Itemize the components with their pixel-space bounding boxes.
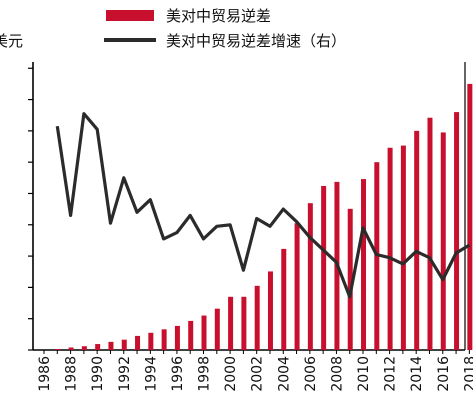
x-ticks: 1986 1988 1990 1992 1994 1996 1998 2000 2002 2004… bbox=[37, 350, 473, 392]
x-tick-label: 2004 bbox=[276, 356, 292, 392]
x-tick-label: 2018 bbox=[462, 356, 473, 392]
x-tick-label: 1996 bbox=[170, 356, 186, 392]
bar bbox=[427, 117, 433, 350]
bar bbox=[467, 83, 473, 351]
bar bbox=[281, 248, 287, 350]
x-tick-label: 1986 bbox=[37, 356, 53, 392]
bar bbox=[201, 315, 207, 350]
bar bbox=[174, 325, 180, 350]
bar bbox=[387, 147, 393, 350]
bar bbox=[55, 349, 61, 350]
y-unit-label: 美元 bbox=[0, 32, 23, 50]
y-ticks bbox=[28, 67, 33, 351]
x-tick-label: 1990 bbox=[90, 356, 106, 392]
bar bbox=[241, 296, 247, 350]
bar bbox=[68, 347, 74, 350]
bar bbox=[214, 308, 220, 350]
series-line bbox=[55, 112, 471, 299]
bar bbox=[361, 179, 367, 350]
bar bbox=[121, 339, 127, 350]
x-tick-label: 2002 bbox=[250, 356, 266, 392]
bar bbox=[81, 346, 87, 350]
bar bbox=[307, 203, 313, 350]
x-tick-label: 1994 bbox=[143, 356, 159, 392]
x-tick-label: 1998 bbox=[197, 356, 213, 392]
x-tick-label: 2000 bbox=[223, 356, 239, 392]
x-tick-label: 1992 bbox=[117, 356, 133, 392]
bar-series bbox=[55, 83, 473, 351]
bar bbox=[440, 132, 446, 350]
bar bbox=[294, 223, 300, 350]
bar bbox=[108, 341, 114, 350]
x-tick-label: 2014 bbox=[409, 356, 425, 392]
x-tick-label: 2008 bbox=[329, 356, 345, 392]
x-tick-label: 2016 bbox=[436, 356, 452, 392]
bar bbox=[148, 332, 154, 350]
bar bbox=[347, 208, 353, 350]
bar bbox=[321, 185, 327, 350]
bar bbox=[254, 285, 260, 350]
bar bbox=[414, 130, 420, 350]
x-tick-label: 2006 bbox=[303, 356, 319, 392]
x-tick-label: 2010 bbox=[356, 356, 372, 392]
x-tick-label: 1988 bbox=[64, 356, 80, 392]
legend-bar-label: 美对中贸易逆差 bbox=[166, 7, 271, 25]
bar bbox=[161, 329, 167, 350]
x-tick-label: 2012 bbox=[383, 356, 399, 392]
legend-line-label: 美对中贸易逆差增速（右） bbox=[166, 32, 346, 50]
bar bbox=[267, 271, 273, 350]
bar bbox=[454, 112, 460, 350]
bar bbox=[135, 335, 141, 350]
legend-bar-swatch bbox=[106, 10, 154, 21]
line-series bbox=[55, 112, 471, 299]
bar bbox=[188, 320, 194, 350]
bar bbox=[95, 344, 101, 350]
bar bbox=[228, 296, 234, 350]
bar bbox=[400, 145, 406, 350]
